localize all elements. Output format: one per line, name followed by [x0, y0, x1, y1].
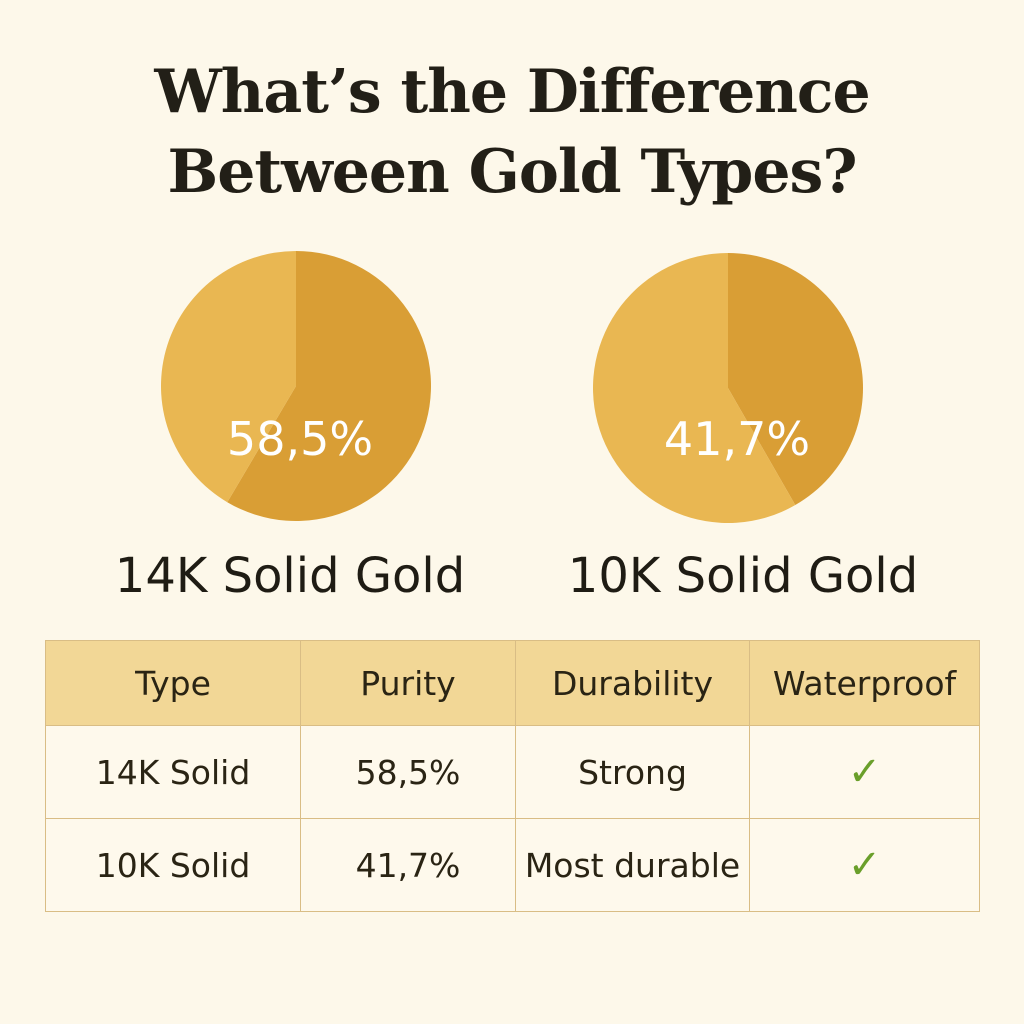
- header-waterproof: Waterproof: [749, 640, 980, 726]
- cell-type: 14K Solid: [45, 725, 301, 819]
- pie-label-14k: 14K Solid Gold: [114, 548, 466, 604]
- cell-durability: Most durable: [515, 818, 750, 912]
- pie-data-label-10k: 41,7%: [664, 412, 810, 466]
- cell-purity: 41,7%: [300, 818, 516, 912]
- table-header-row: Type Purity Durability Waterproof: [45, 640, 980, 726]
- title-line-1: What’s the Difference: [154, 57, 870, 127]
- header-durability: Durability: [515, 640, 750, 726]
- pie-chart-14k: [161, 251, 431, 521]
- pie-label-10k: 10K Solid Gold: [567, 548, 919, 604]
- table-row: 10K Solid 41,7% Most durable ✓: [45, 818, 980, 912]
- header-purity: Purity: [300, 640, 516, 726]
- title-line-2: Between Gold Types?: [167, 137, 858, 207]
- pie-slice-other: [592, 253, 796, 523]
- cell-purity: 58,5%: [300, 725, 516, 819]
- pie-data-label-14k: 58,5%: [227, 412, 373, 466]
- comparison-table: Type Purity Durability Waterproof 14K So…: [45, 640, 980, 912]
- table-row: 14K Solid 58,5% Strong ✓: [45, 725, 980, 819]
- check-icon: ✓: [749, 818, 980, 912]
- pie-slice-other: [161, 251, 296, 503]
- pie-chart-10k: [592, 253, 863, 523]
- cell-type: 10K Solid: [45, 818, 301, 912]
- check-icon: ✓: [749, 725, 980, 819]
- page-title: What’s the Difference Between Gold Types…: [0, 52, 1024, 212]
- header-type: Type: [45, 640, 301, 726]
- pie-charts: 58,5% 41,7%: [161, 251, 863, 523]
- pie-slice-gold: [728, 253, 863, 506]
- cell-durability: Strong: [515, 725, 750, 819]
- pie-slice-gold: [227, 251, 431, 521]
